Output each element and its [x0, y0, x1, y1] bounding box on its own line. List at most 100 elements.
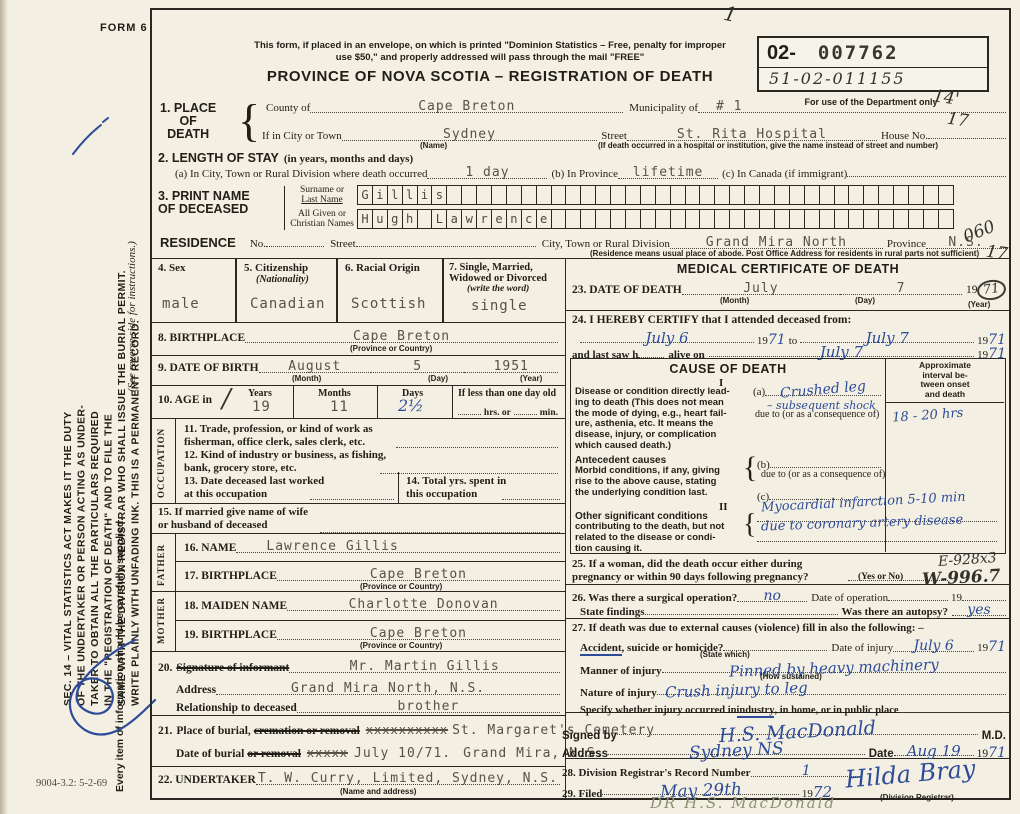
city-town-label: If in City or Town — [262, 130, 342, 142]
dob-year-entry: 1951 — [464, 359, 559, 374]
other-entry-2 — [757, 529, 997, 542]
last-saw-him-entry — [638, 345, 665, 358]
last-saw-date: July 7 — [819, 343, 864, 361]
ink-mark — [72, 117, 109, 155]
grid-cell — [773, 185, 790, 205]
accident-entry — [723, 638, 828, 651]
operation-entry: no — [737, 588, 808, 604]
dob-year: 1951 — [493, 359, 529, 374]
street-caption: (If death occurred in a hospital or inst… — [598, 141, 939, 150]
stay-c-label: (c) In Canada (if immigrant) — [722, 168, 848, 180]
informant-address-label: Address — [176, 684, 217, 696]
rule — [284, 186, 285, 230]
grid-cell — [535, 185, 552, 205]
county-value: Cape Breton — [418, 99, 516, 114]
given-sublabel-1: All Given or — [297, 209, 347, 219]
rule — [175, 620, 565, 621]
informant-address-value: Grand Mira North, N.S. — [290, 681, 486, 696]
print-name-heading: 3. PRINT NAME OF DECEASED — [158, 190, 250, 216]
grid-cell — [863, 185, 880, 205]
stay-a-value: 1 day — [465, 165, 510, 180]
grid-cell: n — [505, 209, 522, 229]
citizenship-cell: 5. Citizenship (Nationality) Canadian — [236, 258, 337, 322]
accident-rest: , suicide or homicide? — [621, 642, 724, 654]
rule — [565, 758, 1011, 759]
heading-line2: OF DECEASED — [158, 202, 249, 216]
given-names-sublabel: All Given or Christian Names — [288, 209, 356, 229]
residence-no-label: No. — [249, 238, 267, 250]
given-sublabel-2: Christian Names — [290, 219, 354, 229]
dob-month: August — [288, 359, 342, 374]
residence-heading: RESIDENCE — [160, 235, 236, 250]
residence-city-value: Grand Mira North — [705, 235, 848, 250]
department-number-box: 02- 007762 51-02-011155 — [757, 36, 989, 92]
grid-cell — [744, 185, 761, 205]
stay-b-entry: lifetime — [618, 165, 719, 180]
grid-cell — [878, 185, 895, 205]
grid-cell — [878, 209, 895, 229]
signed-date: Aug 19 — [906, 742, 961, 760]
attended-to: July 7 — [865, 329, 909, 347]
certify-label: 24. I HEREBY CERTIFY that I attended dec… — [572, 314, 852, 326]
year3-prefix: 19 — [977, 349, 989, 361]
medical-certificate-heading: MEDICAL CERTIFICATE OF DEATH — [676, 262, 900, 276]
grid-cell — [818, 209, 835, 229]
ink-flourish-signature — [68, 638, 157, 736]
industry-entry — [380, 461, 558, 474]
manner-of-injury-label: Manner of injury — [580, 665, 662, 677]
dob-day-caption: (Day) — [428, 374, 449, 383]
grid-cell — [773, 209, 790, 229]
burial-date-label-struck: or removal — [247, 748, 301, 760]
residence-city-entry: Grand Mira North — [669, 235, 883, 250]
rule — [565, 618, 1011, 619]
grid-cell — [788, 209, 805, 229]
undertaker-value: T. W. Curry, Limited, Sydney, N.S. — [257, 771, 558, 786]
dob-label: 9. DATE OF BIRTH — [158, 362, 259, 374]
grid-cell — [803, 185, 820, 205]
grid-cell — [729, 185, 746, 205]
pregnancy-entry — [848, 568, 948, 581]
age-years-value: 19 — [252, 399, 271, 415]
grid-cell — [833, 185, 850, 205]
grid-cell — [491, 185, 507, 205]
grid-cell: h — [401, 209, 418, 229]
grid-cell — [848, 209, 865, 229]
external-causes-label: 27. If death was due to external causes … — [572, 622, 924, 634]
undertaker-label: 22. UNDERTAKER — [158, 774, 256, 786]
city-value: Sydney — [443, 127, 496, 142]
rule — [150, 591, 565, 592]
grid-cell — [610, 185, 627, 205]
surname-sublabel-1: Surname or — [299, 185, 345, 195]
burial-place2-value: Grand Mira, N.S. — [463, 746, 605, 761]
marital-sublabel: (write the word) — [467, 284, 530, 294]
date-of-death-label: 23. DATE OF DEATH — [572, 284, 682, 296]
last-worked-label: 13. Date deceased last worked at this oc… — [184, 475, 325, 500]
other-conditions-description: contributing to the death, but not relat… — [575, 521, 725, 554]
residence-province-entry: N.S. — [926, 235, 1006, 250]
state-which-caption: (State which) — [700, 650, 750, 659]
dob-day: 5 — [413, 359, 423, 374]
sex-cell: 4. Sex male — [150, 258, 236, 322]
due-to-b-label: due to (or as a consequence of) — [761, 469, 886, 480]
pencil-note: DR H.S. MacDonald — [650, 794, 836, 812]
grid-cell: r — [476, 209, 493, 229]
md-label: M.D. — [981, 730, 1006, 742]
record-number-label: 28. Division Registrar's Record Number — [562, 767, 751, 779]
city-name-caption: (Name) — [420, 141, 448, 150]
pregnancy-question-label: 25. If a woman, did the death occur eith… — [572, 558, 809, 583]
mother-side-label: MOTHER — [156, 596, 166, 644]
heading-line3: DEATH — [167, 127, 210, 141]
due-to-a-label: due to (or as a consequence of) — [755, 409, 880, 420]
racial-origin-cell: 6. Racial Origin Scottish — [337, 258, 443, 322]
rule — [150, 503, 565, 504]
spouse-entry — [320, 520, 560, 533]
brace-glyph: { — [743, 509, 757, 540]
rule — [175, 533, 176, 651]
stamped-number-row: 02- 007762 — [759, 38, 987, 68]
grid-cell — [714, 209, 731, 229]
margin-code-2: W-996.7 — [921, 565, 1001, 591]
residence-province-label: Province — [886, 238, 926, 250]
how-sustained-caption: (How sustained) — [760, 672, 822, 681]
occupation-side-label: OCCUPATION — [156, 427, 166, 498]
